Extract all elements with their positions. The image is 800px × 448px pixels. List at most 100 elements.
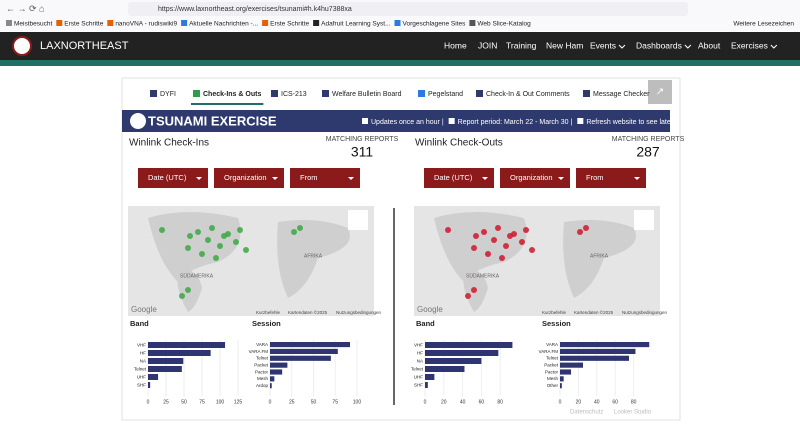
matching-label: MATCHING REPORTS [612, 136, 685, 143]
report-dot [499, 255, 505, 261]
bookmark[interactable]: Meistbesucht [14, 21, 52, 28]
bookmark[interactable]: Erste Schritte [270, 21, 309, 28]
report-dot [209, 225, 215, 231]
bar [560, 369, 572, 375]
x-tick-label: 75 [332, 399, 338, 405]
info-icon [448, 118, 455, 124]
map-footer[interactable]: Kurzbefehle [542, 310, 567, 315]
matching-value: 311 [351, 144, 374, 160]
tab[interactable]: Pegelstand [428, 91, 463, 98]
tab[interactable]: Message Checker [593, 91, 650, 98]
embed-footer[interactable]: Datenschutz [570, 410, 603, 416]
nav-item[interactable]: Events [590, 40, 616, 50]
tab-icon [583, 90, 590, 97]
back-button[interactable]: ← → ⟳ ⌂ [6, 3, 44, 13]
bookmark[interactable]: Vorgeschlagene Sites [403, 21, 467, 28]
category-label: SHF [137, 382, 146, 387]
tab[interactable]: ICS-213 [281, 91, 307, 98]
category-label: HF [140, 350, 146, 355]
bar [560, 355, 629, 361]
category-label: VHF [414, 342, 423, 347]
x-tick-label: 100 [353, 399, 362, 405]
filter-button[interactable] [290, 168, 360, 188]
filter-caret [482, 177, 488, 180]
nav-item[interactable]: Exercises [731, 40, 768, 50]
x-tick-label: 25 [289, 399, 295, 405]
filter-label: From [300, 173, 318, 182]
report-dot [243, 247, 249, 253]
nav-item[interactable]: New Ham [546, 40, 583, 50]
nav-item[interactable]: JOIN [478, 40, 497, 50]
nav-item[interactable]: Home [444, 40, 467, 50]
bar [270, 348, 338, 354]
x-tick-label: 100 [216, 399, 225, 405]
logo[interactable] [12, 36, 32, 56]
land [434, 212, 636, 312]
open-new[interactable] [648, 80, 672, 104]
x-tick-label: 20 [441, 399, 447, 405]
fullscreen[interactable] [348, 210, 368, 230]
report-dot [583, 225, 589, 231]
nav-item[interactable]: Training [506, 40, 537, 50]
tab[interactable]: Check-Ins & Outs [203, 91, 261, 98]
filter-label: Organization [224, 173, 267, 182]
nav-item[interactable]: About [698, 40, 721, 50]
report-dot [237, 227, 243, 233]
banner-title: TSUNAMI EXERCISE [148, 113, 277, 128]
tab[interactable]: DYFI [160, 91, 176, 98]
map-footer[interactable]: Nutzungsbedingungen [336, 310, 382, 315]
bookmark[interactable]: nanoVNA - rudiswiki9 [115, 21, 177, 28]
filter-button[interactable] [576, 168, 646, 188]
report-dot [485, 251, 491, 257]
x-tick-label: 0 [269, 399, 272, 405]
caret [770, 44, 778, 49]
bookmark[interactable]: Aktuelle Nachrichten -... [189, 21, 258, 28]
bookmark-icon [313, 20, 320, 26]
nav-item[interactable]: Dashboards [636, 40, 682, 50]
report-dot [297, 225, 303, 231]
wave-icon [130, 113, 146, 129]
filter-button[interactable] [138, 168, 208, 188]
map-footer[interactable]: Kartendaten ©2025 [288, 309, 328, 315]
brand[interactable]: LAXNORTHEAST [40, 40, 129, 52]
filter-button[interactable] [424, 168, 494, 188]
report-dot [185, 287, 191, 293]
x-tick-label: 80 [497, 399, 503, 405]
logo-google: Google [131, 305, 157, 314]
fullscreen[interactable] [634, 210, 654, 230]
map-footer[interactable]: Kurzbefehle [256, 310, 281, 315]
report-dot [199, 251, 205, 257]
filter-button[interactable] [214, 168, 284, 188]
bookmark[interactable]: Erste Schritte [64, 21, 103, 28]
bookmark-icon [469, 20, 476, 26]
tab-icon [271, 90, 278, 97]
chart-title: Band [416, 319, 435, 328]
embed-footer[interactable]: Looker Studio [614, 410, 652, 416]
report-dot [491, 237, 497, 243]
map-footer[interactable]: Nutzungsbedingungen [622, 310, 668, 315]
x-tick-label: 40 [594, 399, 600, 405]
category-label: Other [547, 383, 559, 388]
x-tick-label: 125 [234, 399, 243, 405]
filter-button[interactable] [500, 168, 570, 188]
filter-caret [348, 177, 354, 180]
map-footer[interactable]: Kartendaten ©2025 [574, 309, 614, 315]
bookmark[interactable]: Adafruit Learning Syst... [321, 21, 391, 28]
nav-accent [0, 60, 800, 66]
x-tick-label: 40 [460, 399, 466, 405]
tab[interactable]: Check-In & Out Comments [486, 91, 570, 98]
more-bookmarks[interactable]: Weitere Lesezeichen [733, 21, 794, 28]
x-tick-label: 60 [479, 399, 485, 405]
bar [148, 350, 211, 356]
bookmark[interactable]: Web Slice-Katalog [477, 21, 531, 28]
url-bar[interactable] [128, 2, 688, 16]
x-tick-label: 80 [631, 399, 637, 405]
category-label: VHF [137, 342, 146, 347]
report-dot [217, 243, 223, 249]
x-tick-label: 50 [181, 399, 187, 405]
map-label: AFRIKA [590, 253, 609, 259]
report-dot [185, 245, 191, 251]
tab[interactable]: Welfare Bulletin Board [332, 91, 402, 98]
report-dot [495, 225, 501, 231]
